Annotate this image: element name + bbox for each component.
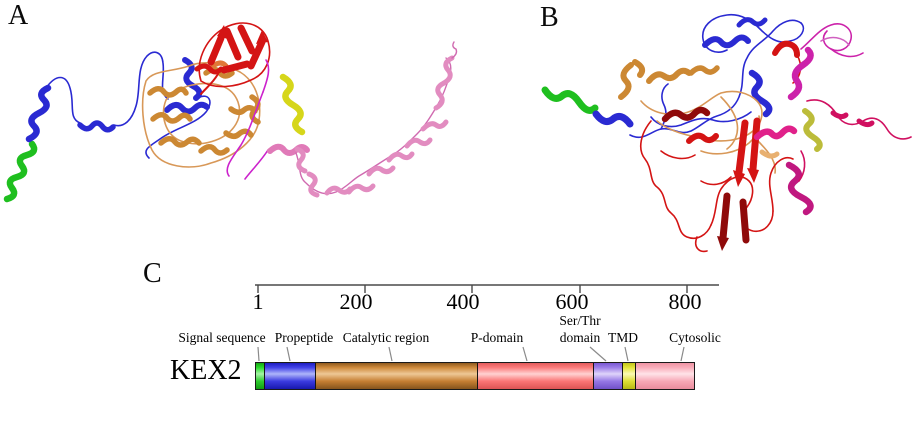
segment-signal-sequence [256, 363, 265, 389]
domain-label-p-domain: P-domain [470, 330, 524, 345]
domain-label-signal-sequence: Signal sequence [178, 330, 266, 345]
ruler-number-200: 200 [339, 289, 373, 314]
pointer-p-domain [522, 346, 528, 362]
pointer-serthr-domain [589, 346, 607, 362]
segment-cytosolic [636, 363, 694, 389]
a-catalytic-core-tan [141, 60, 261, 168]
segment-propeptide [265, 363, 316, 389]
domain-bar [255, 362, 695, 390]
segment-catalytic-region [316, 363, 478, 389]
segment-serthr-domain [594, 363, 623, 389]
ruler-number-400: 400 [446, 289, 480, 314]
a-signal-helix-green [3, 140, 38, 203]
pointer-tmd [624, 346, 629, 362]
domain-label-propeptide: Propeptide [274, 330, 334, 345]
a-propeptide-blue [25, 51, 211, 159]
segment-tmd [623, 363, 636, 389]
domain-label-cytosolic: Cytosolic [669, 330, 721, 345]
domain-pointer-lines [257, 346, 685, 362]
b-signal-helix-green [541, 86, 599, 114]
pointer-signal-sequence [257, 346, 260, 362]
b-tmd-helix-olive [802, 108, 823, 152]
b-cterminal-magenta [753, 23, 912, 216]
ruler-number-1: 1 [252, 289, 264, 314]
a-tmd-helix-yellow [279, 73, 306, 136]
pointer-propeptide [286, 346, 291, 362]
residue-ruler [255, 284, 719, 293]
domain-label-serthr-line1: Ser/Thr [559, 313, 601, 328]
segment-p-domain [478, 363, 594, 389]
structure-a-extended-ribbon [3, 22, 458, 203]
domain-label-serthr-line2: domain [559, 330, 601, 345]
b-pdomain-red [639, 40, 802, 253]
a-beta-sheet-domain-red [194, 22, 271, 95]
ruler-number-800: 800 [668, 289, 702, 314]
structure-b-compact-ribbon [541, 13, 912, 253]
panel-b-label: B [540, 2, 559, 33]
protein-name: KEX2 [170, 355, 242, 386]
ruler-number-600: 600 [555, 289, 589, 314]
domain-label-tmd: TMD [608, 330, 638, 345]
b-propeptide-blue [592, 13, 805, 139]
panel-a-label: A [8, 0, 29, 31]
domain-label-catalytic-region: Catalytic region [342, 330, 430, 345]
a-cytosolic-tail-pink [267, 41, 458, 198]
panel-c-label: C [143, 258, 162, 289]
a-linker-magenta [226, 59, 270, 180]
pointer-cytosolic [680, 346, 685, 362]
pointer-catalytic-region [388, 346, 393, 362]
